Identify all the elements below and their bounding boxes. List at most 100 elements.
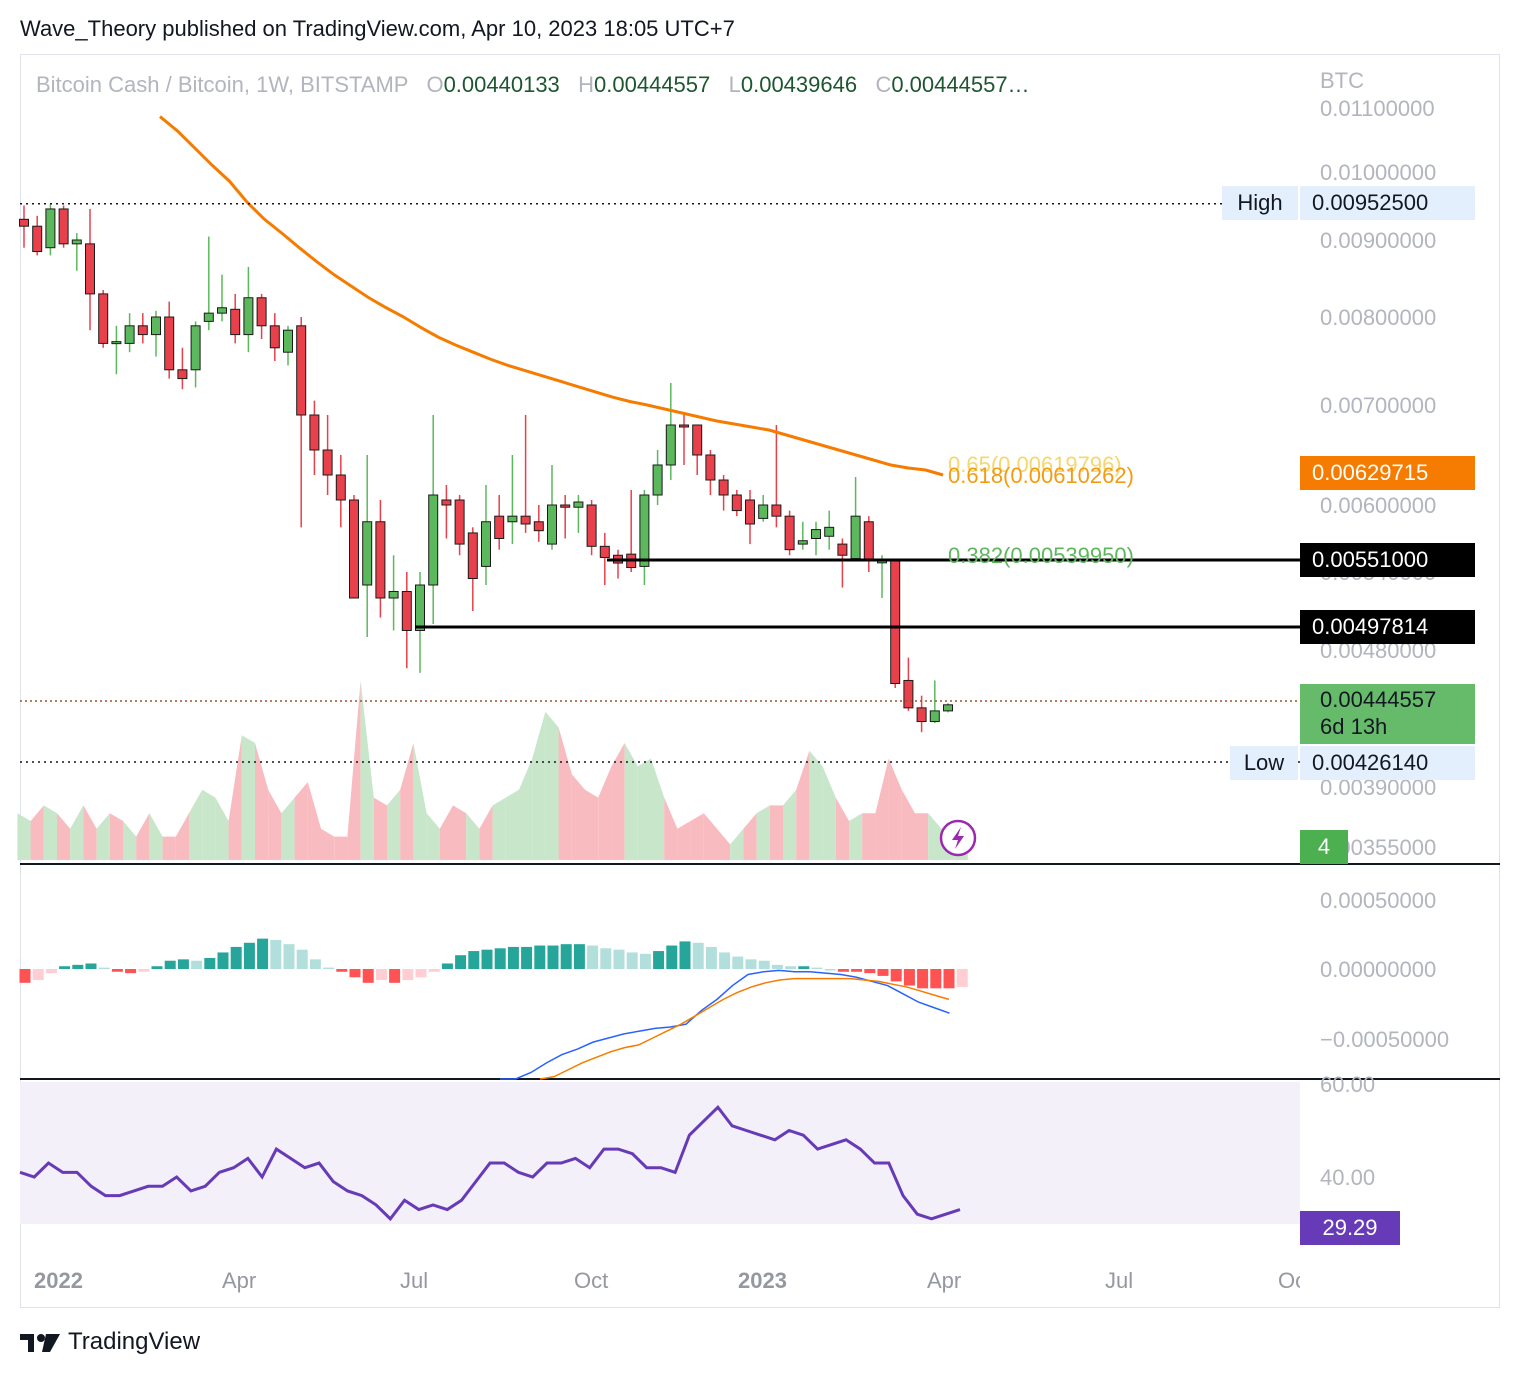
macd-histogram-bar bbox=[309, 959, 321, 969]
volume-area bbox=[796, 750, 810, 860]
candle-body bbox=[507, 515, 518, 523]
candle-body bbox=[718, 479, 729, 496]
volume-area bbox=[703, 813, 717, 860]
candle-body bbox=[401, 591, 412, 631]
tradingview-brand: TradingView bbox=[68, 1328, 201, 1355]
macd-histogram-bar bbox=[745, 959, 757, 969]
volume-area bbox=[677, 821, 691, 860]
high-label: H bbox=[578, 72, 595, 97]
macd-histogram-bar bbox=[191, 960, 203, 969]
candle-body bbox=[586, 504, 597, 547]
candle-body bbox=[151, 316, 161, 336]
candle-body bbox=[863, 521, 874, 562]
macd-histogram-bar bbox=[85, 963, 97, 969]
volume-area bbox=[149, 813, 163, 860]
ma-value-tag: 0.00629715 bbox=[1300, 456, 1475, 490]
volume-area bbox=[43, 805, 57, 860]
candle-body bbox=[85, 243, 95, 295]
macd-histogram-bar bbox=[125, 969, 137, 974]
macd-histogram-bar bbox=[59, 966, 71, 969]
macd-histogram-bar bbox=[323, 967, 335, 970]
candle-body bbox=[890, 560, 901, 684]
candle-body bbox=[481, 521, 491, 567]
candle-body bbox=[124, 325, 135, 344]
macd-histogram-bar bbox=[415, 969, 427, 978]
macd-histogram-bar bbox=[204, 957, 216, 969]
macd-histogram-bar bbox=[507, 946, 519, 969]
publish-header: Wave_Theory published on TradingView.com… bbox=[20, 16, 735, 41]
open-label: O bbox=[426, 72, 444, 97]
tradingview-footer[interactable]: TradingView bbox=[20, 1328, 200, 1356]
symbol-label[interactable]: Bitcoin Cash / Bitcoin, 1W, BITSTAMP bbox=[36, 72, 409, 97]
macd-histogram-bar bbox=[32, 969, 44, 981]
macd-histogram-bar bbox=[547, 945, 559, 969]
candle-body bbox=[203, 312, 214, 322]
macd-histogram-bar bbox=[336, 969, 348, 972]
macd-histogram-bar bbox=[217, 952, 229, 969]
candle-body bbox=[533, 521, 544, 532]
candle-body bbox=[441, 499, 452, 506]
macd-histogram-bar bbox=[930, 969, 942, 989]
volume-area bbox=[611, 743, 625, 860]
macd-histogram-bar bbox=[732, 956, 744, 969]
volume-area bbox=[598, 766, 612, 860]
candle-body bbox=[797, 540, 808, 545]
fib-0382-label: 0.382(0.00539950) bbox=[948, 543, 1134, 568]
low-value: 0.00439646 bbox=[740, 72, 858, 97]
macd-histogram-bar bbox=[257, 938, 269, 969]
volume-area bbox=[96, 813, 110, 860]
candle-body bbox=[32, 225, 43, 253]
level-tag-1: 0.00551000 bbox=[1300, 543, 1475, 577]
macd-histogram-bar bbox=[375, 969, 387, 981]
macd-histogram-bar bbox=[138, 969, 150, 972]
macd-histogram-bar bbox=[653, 951, 665, 969]
macd-histogram-bar bbox=[587, 945, 599, 969]
volume-area bbox=[875, 758, 889, 860]
candle-body bbox=[758, 504, 769, 519]
lightning-icon bbox=[939, 819, 977, 857]
open-value: 0.00440133 bbox=[443, 72, 560, 97]
volume-area bbox=[70, 805, 84, 860]
volume-area bbox=[400, 743, 414, 860]
x-axis-label: Oct bbox=[574, 1268, 609, 1293]
volume-area bbox=[835, 797, 849, 860]
chart-frame bbox=[20, 54, 1500, 1308]
x-axis-label: Apr bbox=[222, 1268, 257, 1293]
close-label: C bbox=[875, 72, 892, 97]
volume-area bbox=[294, 782, 308, 860]
x-axis-label: Jul bbox=[1105, 1268, 1134, 1293]
rsi-layer bbox=[19, 1104, 961, 1222]
bar-countdown: 6d 13h bbox=[1320, 714, 1388, 739]
macd-histogram-bar bbox=[903, 969, 915, 986]
last-price-value: 0.00444557 bbox=[1320, 687, 1437, 712]
volume-area bbox=[888, 758, 902, 860]
candle-body bbox=[520, 515, 531, 525]
macd-histogram-bar bbox=[389, 969, 401, 983]
candle-body bbox=[19, 218, 29, 227]
volume-area bbox=[281, 797, 295, 860]
candle-body bbox=[415, 584, 425, 631]
volume-area bbox=[175, 813, 189, 860]
volume-area bbox=[255, 743, 269, 860]
candle-body bbox=[679, 424, 689, 428]
macd-histogram-bar bbox=[956, 969, 968, 987]
candle-body bbox=[98, 293, 109, 344]
macd-histogram-bar bbox=[943, 969, 955, 989]
macd-histogram-bar bbox=[243, 942, 255, 969]
volume-area bbox=[241, 735, 255, 860]
macd-histogram-bar bbox=[402, 969, 414, 981]
fib-0618-label: 0.618(0.00610262) bbox=[948, 463, 1134, 488]
macd-histogram-bar bbox=[494, 948, 506, 969]
fib-065-label: 0.65(0.00619796) bbox=[948, 452, 1122, 477]
candle-body bbox=[58, 208, 69, 245]
candle-body bbox=[560, 504, 571, 508]
volume-area bbox=[571, 774, 585, 860]
rsi-value-tag: 29.29 bbox=[1300, 1211, 1400, 1245]
candle-body bbox=[269, 325, 280, 349]
macd-histogram-bar bbox=[521, 946, 533, 969]
candle-body bbox=[943, 704, 953, 712]
volume-area bbox=[334, 836, 348, 860]
volume-area bbox=[822, 766, 836, 860]
macd-histogram-bar bbox=[758, 960, 770, 969]
